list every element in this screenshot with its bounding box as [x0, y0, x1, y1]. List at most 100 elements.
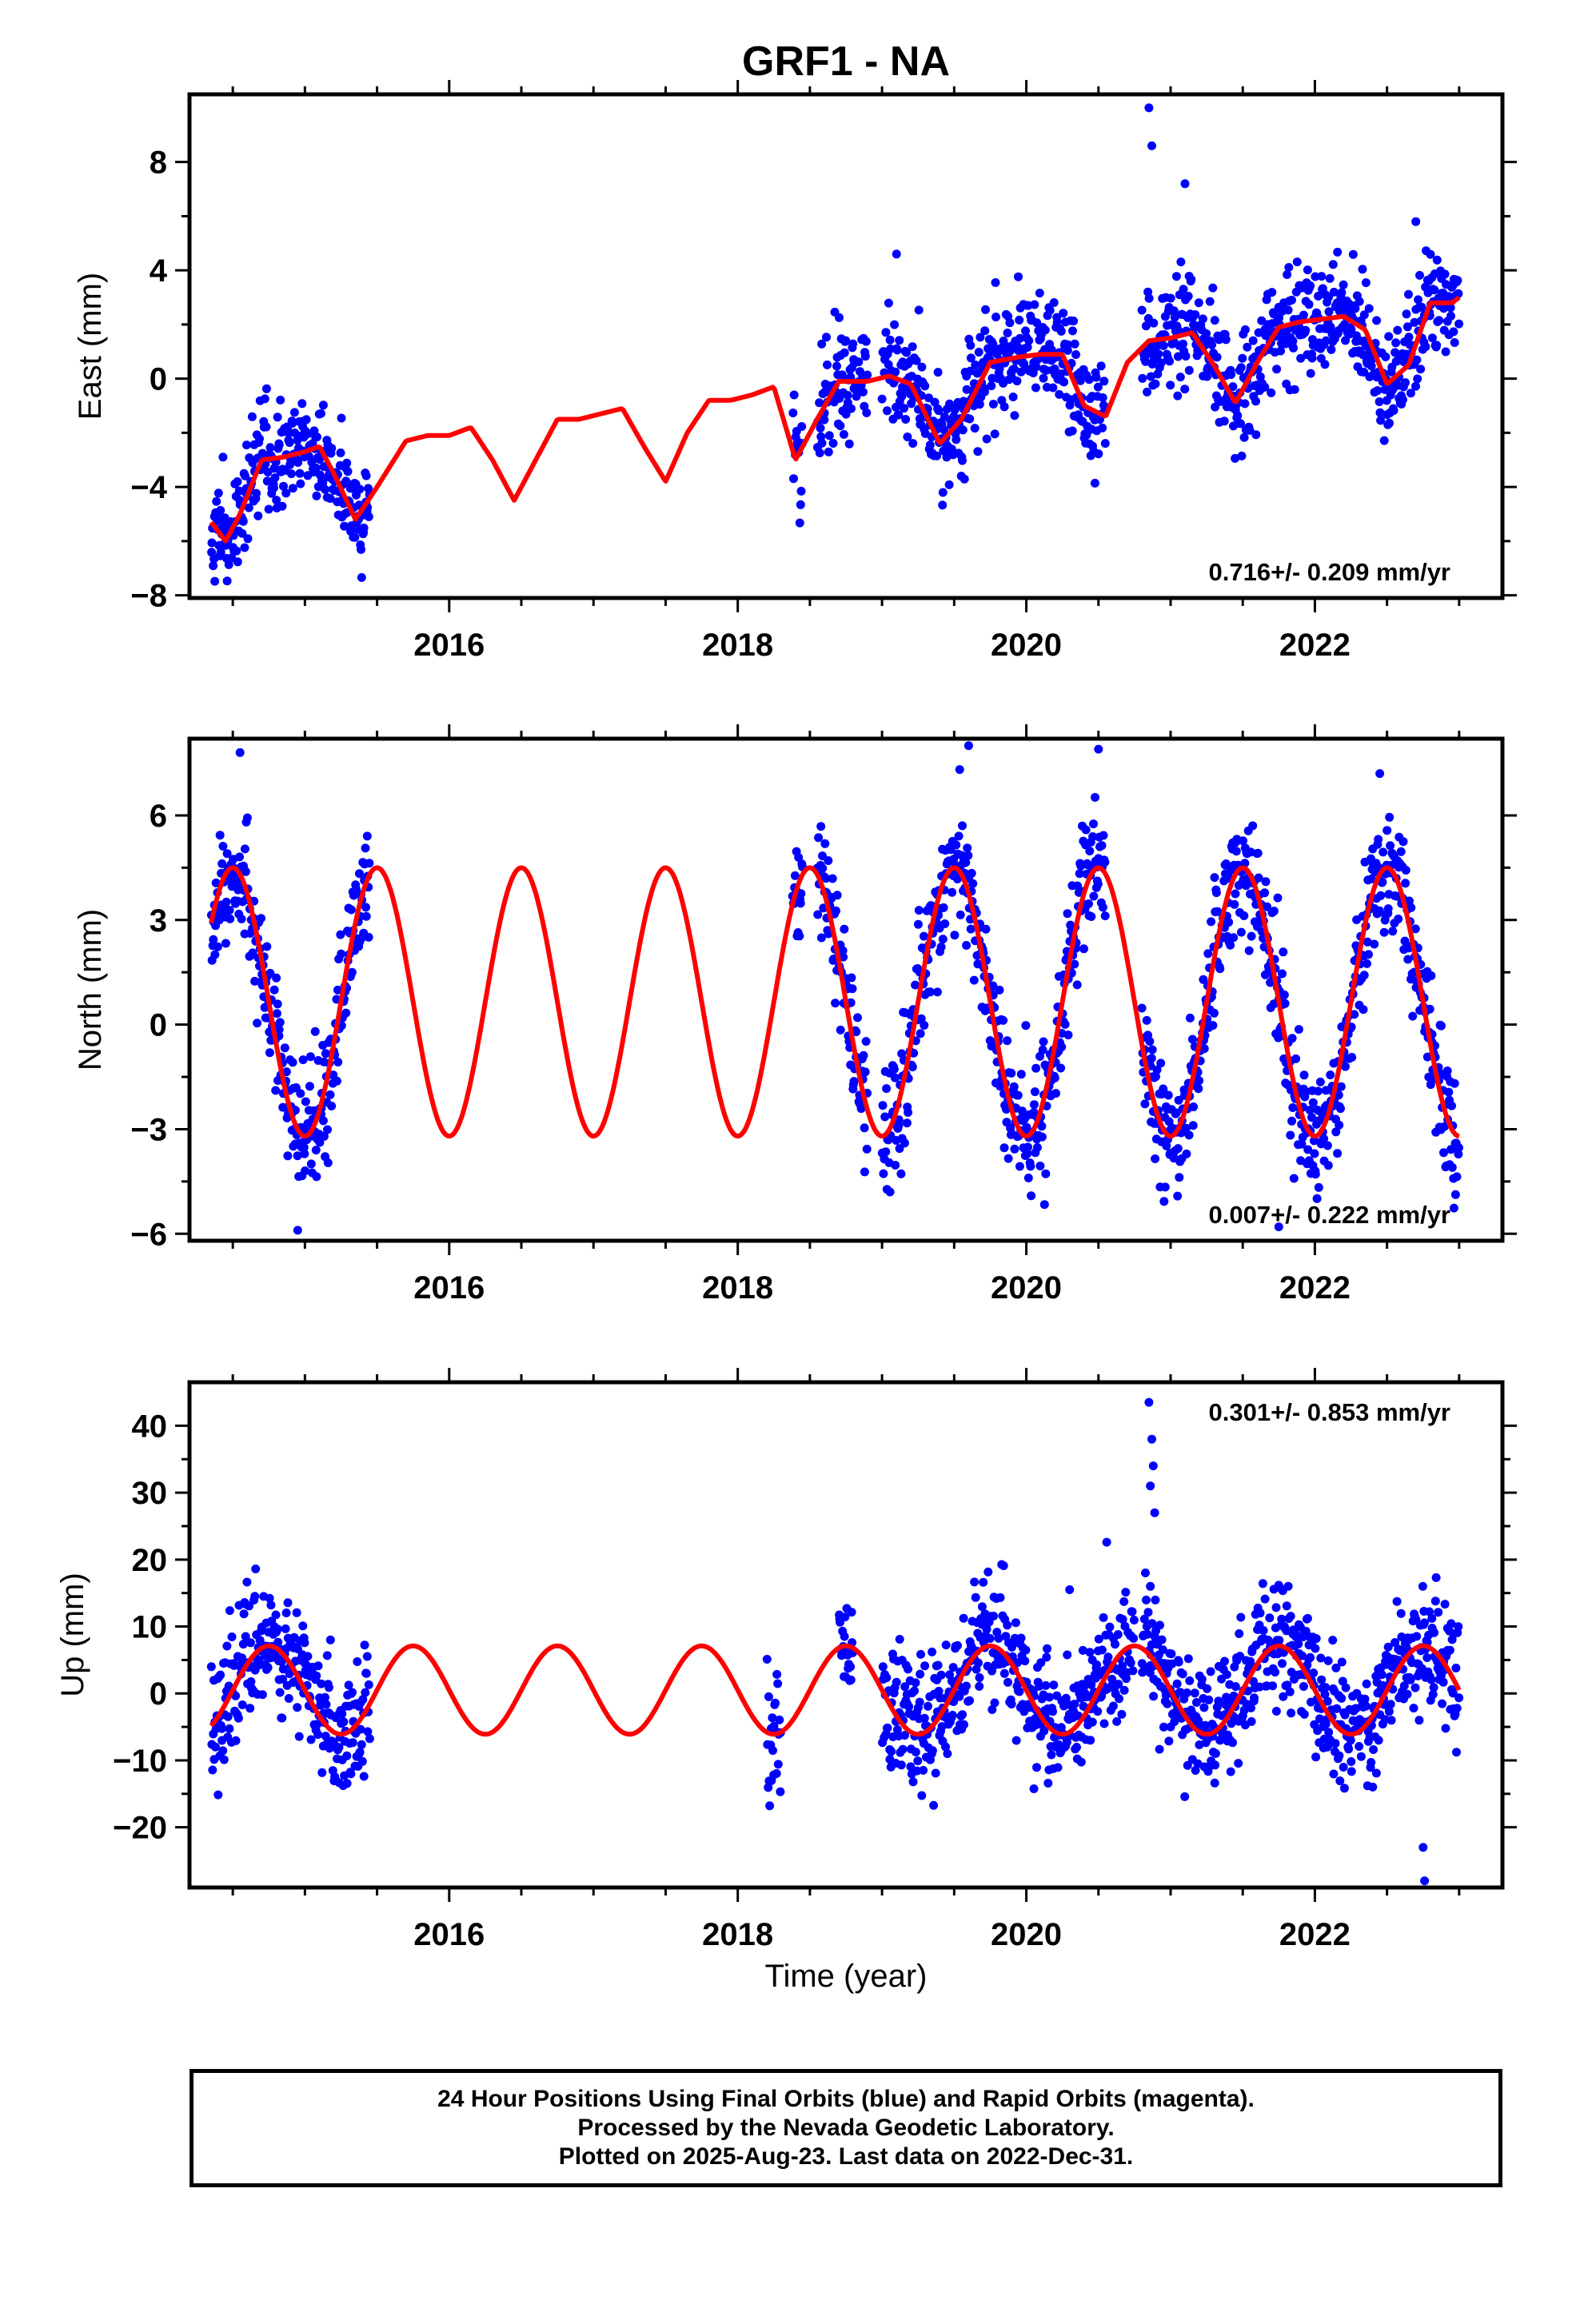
data-point — [975, 1673, 984, 1682]
data-point — [1026, 1162, 1035, 1171]
data-point — [1170, 313, 1179, 322]
data-point — [1041, 1680, 1051, 1690]
data-point — [1359, 971, 1369, 980]
data-point — [773, 1760, 783, 1769]
data-point — [1121, 1588, 1131, 1597]
data-point — [1278, 1659, 1287, 1668]
data-point — [772, 1669, 782, 1679]
data-point — [363, 1727, 373, 1736]
data-point — [208, 1765, 217, 1775]
data-point — [1434, 316, 1444, 325]
data-point — [1401, 879, 1410, 888]
data-point — [361, 1688, 370, 1697]
data-point — [1100, 911, 1110, 921]
data-point — [1421, 342, 1430, 352]
data-point — [292, 1608, 301, 1617]
data-point — [952, 875, 962, 883]
data-point — [1355, 1742, 1364, 1751]
data-point — [1307, 1113, 1316, 1122]
data-point — [275, 1018, 285, 1027]
data-point — [920, 381, 930, 391]
data-point — [1027, 1191, 1036, 1201]
data-point — [1428, 1690, 1438, 1699]
data-point — [1016, 1633, 1026, 1643]
data-point — [298, 1621, 308, 1631]
data-point — [1376, 891, 1386, 900]
data-point — [224, 560, 233, 569]
data-point — [970, 1577, 980, 1587]
data-point — [900, 1731, 909, 1740]
data-point — [1214, 1696, 1223, 1706]
data-point — [341, 1008, 351, 1018]
data-point — [1226, 940, 1235, 950]
data-point — [894, 1115, 904, 1125]
data-point — [1226, 1767, 1235, 1776]
data-point — [322, 1651, 332, 1660]
data-point — [348, 1738, 357, 1748]
data-point — [981, 924, 991, 934]
data-point-outlier — [1150, 1508, 1159, 1517]
data-point — [1282, 1601, 1291, 1611]
data-point — [1213, 907, 1223, 916]
data-point — [1374, 835, 1383, 844]
data-point — [973, 447, 983, 456]
data-point — [1450, 1190, 1460, 1199]
data-point — [1049, 298, 1059, 307]
data-point-outlier — [1418, 1843, 1428, 1852]
data-point — [1184, 365, 1194, 375]
data-point — [860, 352, 870, 361]
data-point — [924, 1701, 932, 1711]
data-point — [881, 1147, 891, 1157]
data-point — [238, 1640, 248, 1649]
data-point — [965, 1696, 974, 1705]
data-point — [1179, 285, 1188, 294]
data-point — [1222, 1670, 1231, 1680]
data-point — [1325, 273, 1335, 283]
data-point — [841, 336, 851, 345]
data-point — [966, 341, 976, 350]
data-point — [762, 1655, 772, 1664]
data-point — [789, 390, 799, 400]
data-point — [1224, 918, 1234, 927]
plot-frame — [187, 736, 1505, 1243]
data-point — [1236, 927, 1246, 937]
data-point — [955, 1692, 964, 1701]
data-point — [1056, 326, 1066, 336]
data-point — [1038, 1045, 1047, 1054]
data-point — [1212, 353, 1222, 362]
data-point — [768, 1746, 777, 1756]
data-point — [859, 1050, 868, 1060]
data-point — [776, 1787, 785, 1796]
data-point — [321, 1732, 330, 1741]
velocity-label: 0.007+/- 0.222 mm/yr — [1209, 1201, 1450, 1229]
data-point — [1191, 1698, 1201, 1707]
data-point — [218, 1746, 228, 1756]
data-point — [357, 544, 365, 554]
data-point — [955, 765, 964, 775]
data-point — [271, 1086, 281, 1095]
data-point — [941, 1742, 950, 1752]
data-point — [1261, 877, 1271, 887]
data-point — [1208, 283, 1218, 293]
data-point — [1379, 927, 1389, 937]
data-point — [1427, 333, 1437, 343]
data-point — [1155, 1620, 1164, 1630]
data-point — [1327, 345, 1336, 354]
data-point — [860, 1167, 869, 1177]
model-fit-line — [209, 865, 1460, 1139]
data-point — [1333, 247, 1343, 257]
data-point — [1299, 1070, 1309, 1080]
x-tick-label: 2020 — [991, 1917, 1062, 1952]
x-axis-label: Time (year) — [765, 1959, 928, 1994]
data-point — [212, 496, 221, 506]
data-point — [1183, 1654, 1193, 1664]
data-point — [235, 852, 244, 862]
data-point — [337, 949, 346, 959]
data-point — [1337, 1657, 1347, 1667]
data-point — [824, 856, 833, 865]
data-point — [821, 874, 831, 883]
data-point — [1015, 1162, 1024, 1171]
data-point — [1323, 1141, 1332, 1150]
data-point — [1398, 395, 1407, 405]
data-point — [836, 1025, 845, 1034]
